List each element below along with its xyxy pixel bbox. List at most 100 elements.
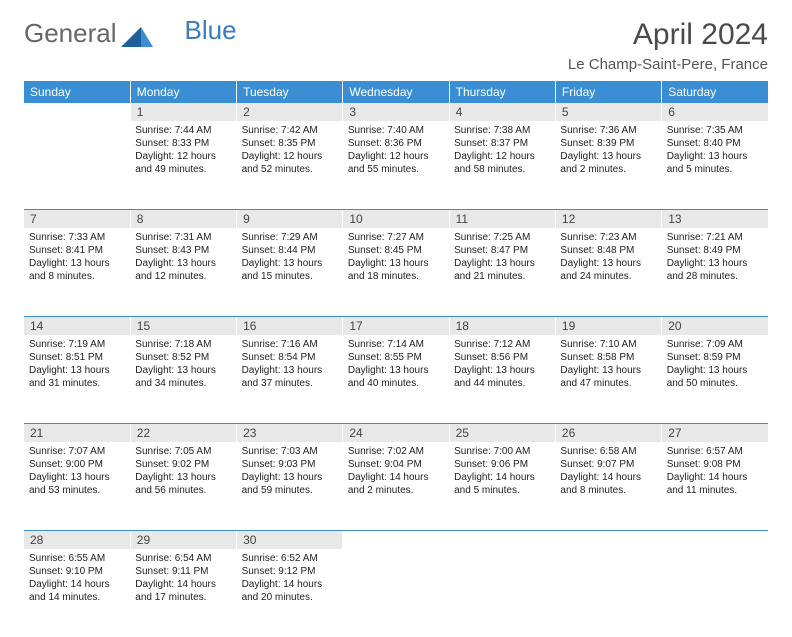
sunrise-text: Sunrise: 7:33 AM (29, 231, 125, 244)
daylight-text: and 50 minutes. (667, 377, 763, 390)
daylight-text: Daylight: 12 hours (242, 150, 338, 163)
day-cell (343, 549, 449, 637)
daylight-text: Daylight: 14 hours (29, 578, 125, 591)
daylight-text: Daylight: 13 hours (560, 257, 656, 270)
day-cell: Sunrise: 7:40 AMSunset: 8:36 PMDaylight:… (343, 121, 449, 209)
day-number-cell (555, 531, 661, 549)
sunrise-text: Sunrise: 7:16 AM (242, 338, 338, 351)
sunrise-text: Sunrise: 7:18 AM (135, 338, 231, 351)
day-cell: Sunrise: 7:29 AMSunset: 8:44 PMDaylight:… (237, 228, 343, 316)
daylight-text: Daylight: 13 hours (667, 364, 763, 377)
logo-triangle-icon (121, 23, 153, 45)
sunset-text: Sunset: 8:35 PM (242, 137, 338, 150)
day-cell: Sunrise: 6:57 AMSunset: 9:08 PMDaylight:… (662, 442, 768, 530)
day-cell (555, 549, 661, 637)
sunset-text: Sunset: 8:51 PM (29, 351, 125, 364)
daynum-row: 282930 (24, 531, 768, 549)
sunrise-text: Sunrise: 7:14 AM (348, 338, 444, 351)
daylight-text: and 15 minutes. (242, 270, 338, 283)
day-cell: Sunrise: 7:44 AMSunset: 8:33 PMDaylight:… (130, 121, 236, 209)
day-number-cell: 23 (237, 424, 343, 442)
daylight-text: Daylight: 14 hours (560, 471, 656, 484)
day-number-cell: 29 (130, 531, 236, 549)
day-cell: Sunrise: 7:07 AMSunset: 9:00 PMDaylight:… (24, 442, 130, 530)
daylight-text: Daylight: 12 hours (135, 150, 231, 163)
daynum-row: 78910111213 (24, 210, 768, 228)
daylight-text: Daylight: 12 hours (348, 150, 444, 163)
daylight-text: Daylight: 13 hours (454, 257, 550, 270)
day-number-cell: 21 (24, 424, 130, 442)
calendar-body: 123456Sunrise: 7:44 AMSunset: 8:33 PMDay… (24, 103, 768, 637)
sunrise-text: Sunrise: 7:38 AM (454, 124, 550, 137)
daylight-text: Daylight: 14 hours (242, 578, 338, 591)
day-cell: Sunrise: 7:31 AMSunset: 8:43 PMDaylight:… (130, 228, 236, 316)
day-cell (449, 549, 555, 637)
sunset-text: Sunset: 8:39 PM (560, 137, 656, 150)
daynum-row: 14151617181920 (24, 317, 768, 335)
daylight-text: Daylight: 13 hours (29, 364, 125, 377)
daylight-text: Daylight: 13 hours (560, 150, 656, 163)
daylight-text: Daylight: 13 hours (135, 364, 231, 377)
daylight-text: and 53 minutes. (29, 484, 125, 497)
day-number-cell: 19 (555, 317, 661, 335)
sunrise-text: Sunrise: 7:35 AM (667, 124, 763, 137)
month-title: April 2024 (568, 18, 768, 52)
daylight-text: and 34 minutes. (135, 377, 231, 390)
sunrise-text: Sunrise: 7:09 AM (667, 338, 763, 351)
brand-part1: General (24, 18, 117, 49)
daylight-text: Daylight: 13 hours (454, 364, 550, 377)
header: General Blue April 2024 Le Champ-Saint-P… (24, 18, 768, 73)
day-number-cell (449, 531, 555, 549)
day-number-cell: 6 (662, 103, 768, 121)
daylight-text: Daylight: 13 hours (135, 257, 231, 270)
sunrise-text: Sunrise: 6:58 AM (560, 445, 656, 458)
brand-logo: General Blue (24, 18, 237, 49)
sunset-text: Sunset: 9:06 PM (454, 458, 550, 471)
day-cell: Sunrise: 7:09 AMSunset: 8:59 PMDaylight:… (662, 335, 768, 423)
daynum-row: 21222324252627 (24, 424, 768, 442)
daylight-text: Daylight: 13 hours (242, 471, 338, 484)
daylight-text: and 12 minutes. (135, 270, 231, 283)
day-number-cell: 8 (130, 210, 236, 228)
daylight-text: and 2 minutes. (348, 484, 444, 497)
day-number-cell: 13 (662, 210, 768, 228)
daylight-text: and 52 minutes. (242, 163, 338, 176)
sunset-text: Sunset: 8:49 PM (667, 244, 763, 257)
day-number-cell: 25 (449, 424, 555, 442)
day-number-cell: 24 (343, 424, 449, 442)
daylight-text: Daylight: 13 hours (29, 471, 125, 484)
sunset-text: Sunset: 9:02 PM (135, 458, 231, 471)
daylight-text: and 2 minutes. (560, 163, 656, 176)
sunrise-text: Sunrise: 7:02 AM (348, 445, 444, 458)
day-cell: Sunrise: 7:03 AMSunset: 9:03 PMDaylight:… (237, 442, 343, 530)
sunrise-text: Sunrise: 7:07 AM (29, 445, 125, 458)
daylight-text: and 56 minutes. (135, 484, 231, 497)
sunset-text: Sunset: 8:56 PM (454, 351, 550, 364)
day-cell: Sunrise: 6:55 AMSunset: 9:10 PMDaylight:… (24, 549, 130, 637)
day-number-cell: 7 (24, 210, 130, 228)
day-cell: Sunrise: 7:25 AMSunset: 8:47 PMDaylight:… (449, 228, 555, 316)
sunset-text: Sunset: 8:58 PM (560, 351, 656, 364)
day-number-cell: 11 (449, 210, 555, 228)
day-cell: Sunrise: 6:54 AMSunset: 9:11 PMDaylight:… (130, 549, 236, 637)
day-cell (662, 549, 768, 637)
day-cell: Sunrise: 7:02 AMSunset: 9:04 PMDaylight:… (343, 442, 449, 530)
daylight-text: Daylight: 13 hours (348, 364, 444, 377)
daylight-text: Daylight: 13 hours (242, 257, 338, 270)
day-number-cell: 4 (449, 103, 555, 121)
daylight-text: and 5 minutes. (667, 163, 763, 176)
sunrise-text: Sunrise: 7:36 AM (560, 124, 656, 137)
weekday-header: Tuesday (237, 81, 343, 103)
daylight-text: Daylight: 14 hours (348, 471, 444, 484)
daylight-text: and 8 minutes. (560, 484, 656, 497)
sunset-text: Sunset: 8:36 PM (348, 137, 444, 150)
weekday-header: Saturday (662, 81, 768, 103)
day-cell (24, 121, 130, 209)
sunset-text: Sunset: 8:33 PM (135, 137, 231, 150)
sunrise-text: Sunrise: 7:19 AM (29, 338, 125, 351)
daylight-text: Daylight: 13 hours (560, 364, 656, 377)
day-number-cell: 1 (130, 103, 236, 121)
daylight-text: and 55 minutes. (348, 163, 444, 176)
daylight-text: and 47 minutes. (560, 377, 656, 390)
day-cell: Sunrise: 7:16 AMSunset: 8:54 PMDaylight:… (237, 335, 343, 423)
